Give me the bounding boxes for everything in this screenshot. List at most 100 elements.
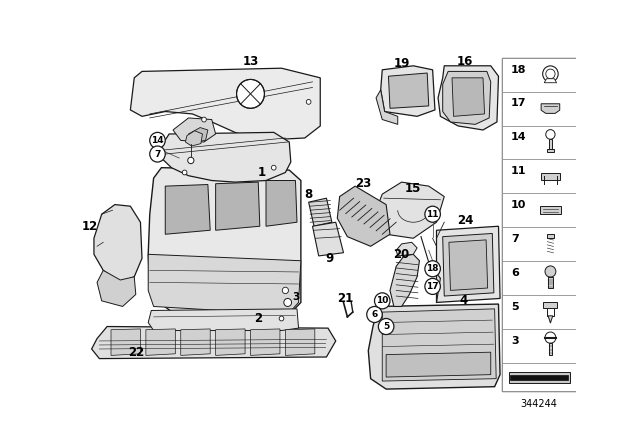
Text: 20: 20: [394, 248, 410, 261]
Polygon shape: [308, 198, 332, 226]
Bar: [502, 261, 576, 295]
Polygon shape: [337, 186, 390, 246]
Polygon shape: [382, 309, 496, 381]
Text: 11: 11: [511, 166, 527, 176]
Text: 21: 21: [337, 292, 353, 305]
Text: 24: 24: [457, 214, 474, 227]
Polygon shape: [373, 182, 444, 238]
Polygon shape: [443, 71, 491, 125]
Polygon shape: [216, 182, 260, 230]
Circle shape: [182, 170, 187, 175]
Polygon shape: [549, 139, 552, 151]
Text: 6: 6: [371, 310, 378, 319]
Circle shape: [545, 266, 556, 277]
Polygon shape: [173, 118, 216, 142]
Polygon shape: [452, 78, 484, 116]
Text: 23: 23: [355, 177, 371, 190]
Polygon shape: [97, 270, 136, 306]
Polygon shape: [285, 329, 315, 355]
Text: 2: 2: [254, 312, 262, 325]
Polygon shape: [396, 242, 417, 256]
Polygon shape: [548, 316, 553, 323]
Polygon shape: [544, 79, 557, 83]
Text: 344244: 344244: [521, 399, 557, 409]
Polygon shape: [189, 128, 208, 142]
Polygon shape: [148, 254, 301, 314]
Text: 17: 17: [426, 282, 439, 291]
Polygon shape: [548, 277, 553, 288]
Text: 8: 8: [305, 188, 313, 201]
Text: 14: 14: [511, 132, 527, 142]
Circle shape: [271, 165, 276, 170]
Bar: [502, 92, 576, 125]
Polygon shape: [148, 309, 298, 331]
Text: 10: 10: [511, 200, 526, 210]
Circle shape: [150, 146, 165, 162]
Bar: [502, 58, 576, 92]
Polygon shape: [449, 240, 488, 290]
Polygon shape: [549, 343, 552, 355]
Circle shape: [425, 261, 440, 277]
Polygon shape: [541, 104, 560, 113]
Polygon shape: [161, 132, 291, 182]
Bar: [502, 159, 576, 193]
Text: 7: 7: [511, 234, 518, 244]
Bar: [502, 295, 576, 329]
Polygon shape: [111, 329, 140, 355]
Polygon shape: [148, 168, 301, 327]
Text: 7: 7: [154, 150, 161, 159]
Polygon shape: [388, 73, 429, 108]
Polygon shape: [390, 254, 419, 306]
Circle shape: [284, 298, 292, 306]
Circle shape: [546, 129, 555, 139]
Polygon shape: [547, 149, 554, 152]
Circle shape: [150, 132, 165, 148]
Circle shape: [374, 293, 390, 309]
Text: 10: 10: [376, 296, 388, 306]
Polygon shape: [509, 372, 570, 383]
Text: 3: 3: [511, 336, 518, 345]
Text: 4: 4: [460, 294, 468, 307]
Polygon shape: [216, 329, 245, 355]
Polygon shape: [312, 222, 344, 256]
Bar: [502, 125, 576, 159]
Bar: [502, 193, 576, 227]
Circle shape: [425, 206, 440, 222]
Polygon shape: [443, 233, 494, 296]
Polygon shape: [92, 327, 336, 358]
Text: 5: 5: [383, 322, 389, 331]
Text: 18: 18: [511, 65, 527, 75]
Text: 13: 13: [243, 55, 259, 68]
Text: 16: 16: [457, 55, 474, 68]
Text: 19: 19: [394, 57, 410, 70]
Polygon shape: [250, 329, 280, 355]
Text: 15: 15: [405, 182, 421, 195]
Text: 6: 6: [511, 268, 519, 278]
Circle shape: [378, 319, 394, 335]
Polygon shape: [376, 90, 397, 125]
Polygon shape: [266, 181, 297, 226]
Polygon shape: [131, 68, 320, 140]
Circle shape: [279, 316, 284, 321]
Bar: [502, 227, 576, 261]
Text: 9: 9: [325, 252, 333, 265]
Text: 3: 3: [292, 292, 299, 302]
Polygon shape: [543, 302, 557, 308]
Text: 12: 12: [82, 220, 98, 233]
Polygon shape: [547, 308, 554, 316]
Polygon shape: [541, 173, 560, 180]
Polygon shape: [165, 185, 210, 234]
Text: 18: 18: [426, 264, 439, 273]
Circle shape: [546, 69, 555, 79]
Circle shape: [188, 157, 194, 164]
Circle shape: [545, 332, 556, 343]
Circle shape: [202, 117, 206, 122]
Text: 14: 14: [151, 136, 164, 145]
Polygon shape: [386, 352, 491, 377]
Polygon shape: [94, 205, 142, 282]
Polygon shape: [180, 329, 210, 355]
Circle shape: [543, 66, 558, 82]
Circle shape: [282, 287, 289, 293]
Polygon shape: [510, 375, 568, 380]
Circle shape: [425, 278, 440, 294]
